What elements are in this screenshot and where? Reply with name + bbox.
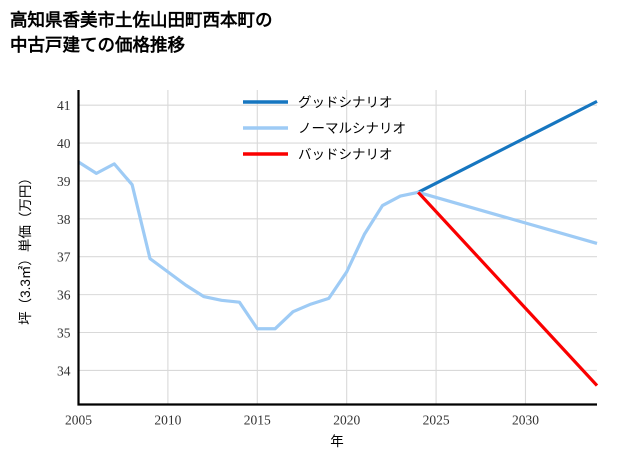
series-line-bad	[417, 191, 599, 387]
x-axis-tick-label: 2010	[154, 413, 181, 428]
x-axis-tick-label: 2015	[244, 413, 271, 428]
series-line-normal	[77, 160, 598, 331]
y-axis-tick-label: 35	[57, 326, 71, 341]
series-line-good	[417, 99, 598, 194]
x-axis-tick-label: 2005	[65, 413, 92, 428]
y-axis-tick-label: 40	[57, 136, 71, 151]
chart-title: 高知県香美市土佐山田町西本町の 中古戸建ての価格推移	[10, 10, 273, 55]
y-axis-tick-label: 39	[57, 174, 71, 189]
x-axis-tick-label: 2030	[512, 413, 539, 428]
y-axis-tick-labels: 34 35 36 37 38 39 40 41	[57, 98, 71, 378]
x-axis-title: 年	[330, 434, 344, 449]
y-axis-tick-label: 38	[57, 212, 71, 227]
y-axis-title: 坪（3.3㎡）単価（万円）	[18, 171, 33, 325]
y-axis-tick-label: 36	[57, 288, 71, 303]
legend-label-0: グッドシナリオ	[298, 95, 393, 110]
x-axis-tick-label: 2020	[333, 413, 360, 428]
y-axis-tick-label: 41	[57, 98, 71, 113]
legend-label-2: バッドシナリオ	[298, 147, 393, 162]
grid-lines	[77, 90, 597, 405]
axis-spines	[77, 90, 597, 406]
y-axis-tick-label: 34	[57, 363, 71, 378]
x-axis-tick-label: 2025	[423, 413, 450, 428]
y-axis-tick-label: 37	[57, 250, 71, 265]
legend-label-1: ノーマルシナリオ	[298, 121, 406, 136]
x-axis-tick-labels: 2005 2010 2015 2020 2025 2030	[65, 413, 539, 428]
data-series-group	[77, 99, 599, 387]
